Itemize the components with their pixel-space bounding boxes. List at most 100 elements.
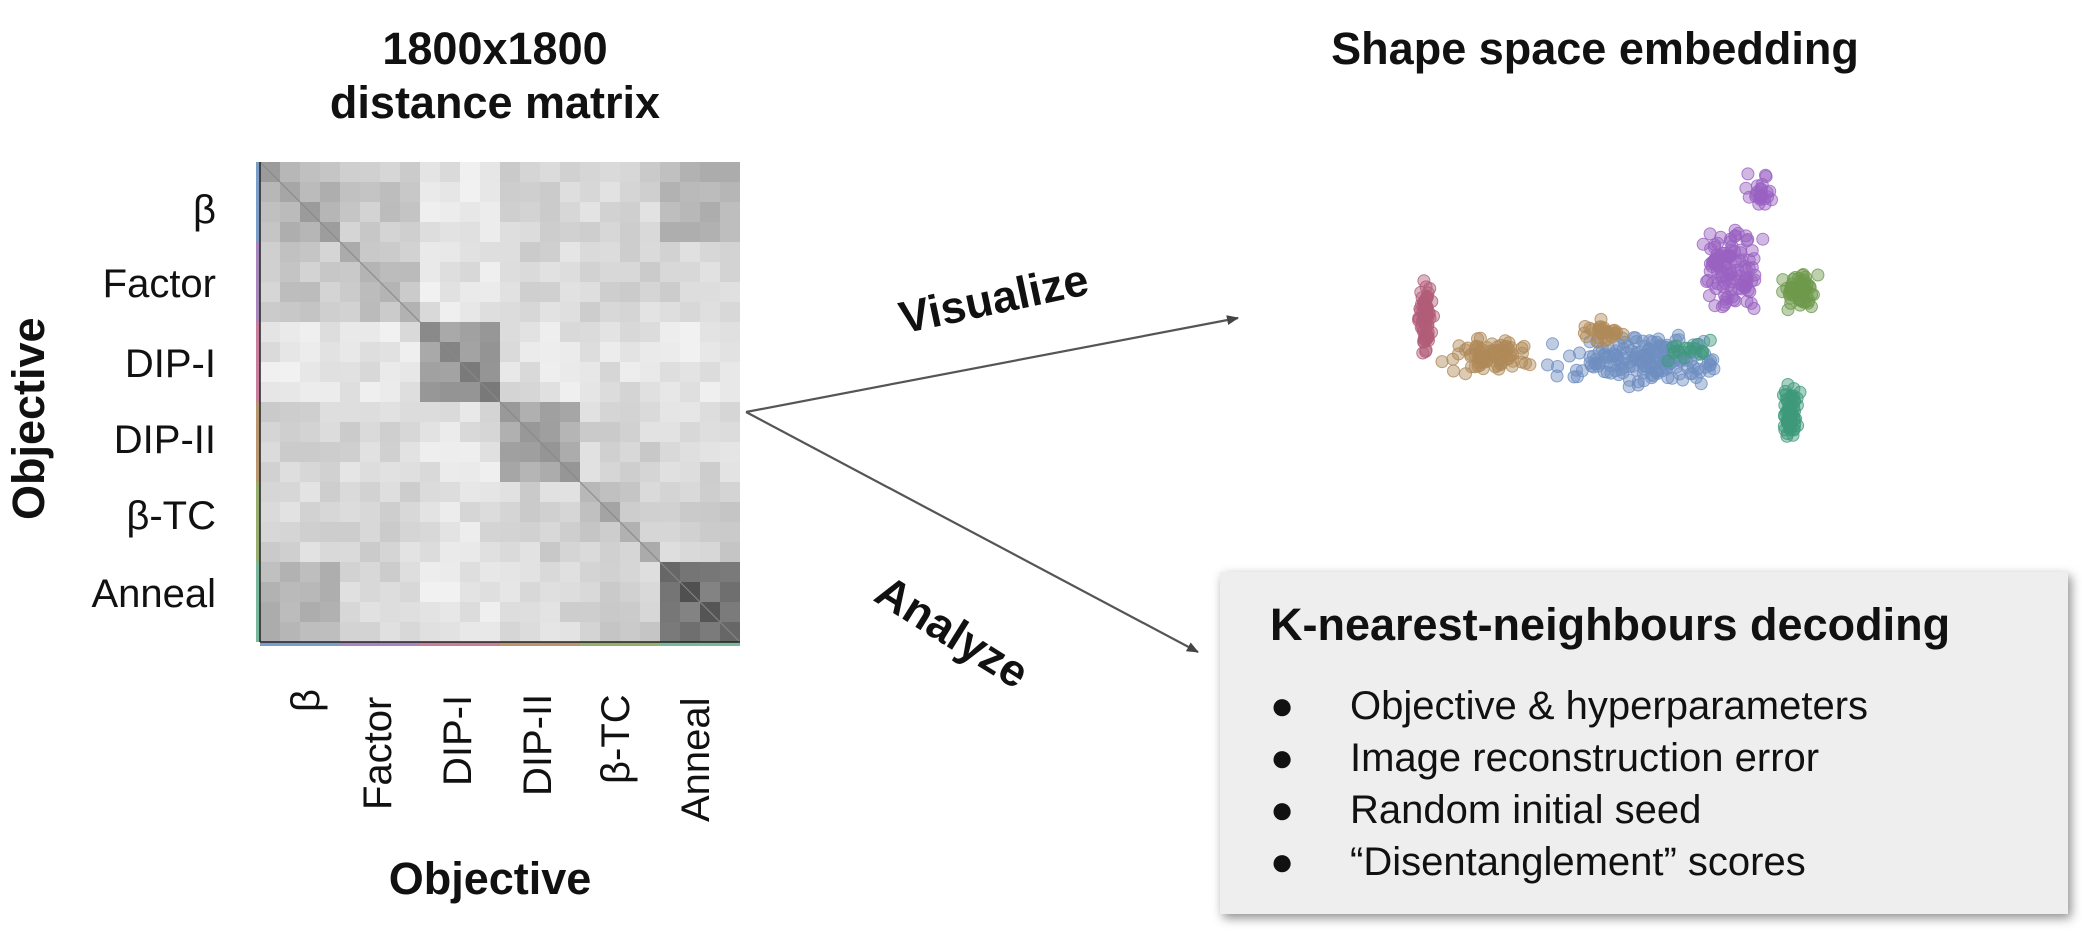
matrix-cell <box>660 202 681 223</box>
matrix-cell <box>320 422 341 443</box>
embedding-point <box>1661 354 1675 368</box>
matrix-cell <box>540 182 561 203</box>
matrix-cell <box>660 342 681 363</box>
embedding-point <box>1703 358 1717 372</box>
matrix-cell <box>600 322 621 343</box>
matrix-cell <box>400 162 421 183</box>
matrix-cell <box>440 282 461 303</box>
matrix-cell <box>340 382 361 403</box>
embedding-point <box>1502 336 1516 350</box>
matrix-cell <box>260 602 281 623</box>
matrix-cell <box>540 602 561 623</box>
matrix-cell <box>300 402 321 423</box>
matrix-cell <box>340 542 361 563</box>
matrix-cell <box>520 282 541 303</box>
matrix-cell <box>340 482 361 503</box>
matrix-cell <box>360 402 381 423</box>
matrix-cell <box>440 562 461 583</box>
matrix-cell <box>340 302 361 323</box>
matrix-cell <box>620 402 641 423</box>
embedding-point <box>1693 365 1707 379</box>
matrix-cell <box>360 482 381 503</box>
embedding-point <box>1783 421 1796 435</box>
matrix-cell <box>440 422 461 443</box>
embedding-point <box>1792 293 1806 307</box>
matrix-cell <box>400 322 421 343</box>
matrix-cell <box>340 622 361 643</box>
matrix-cell <box>680 182 701 203</box>
matrix-cell <box>500 182 521 203</box>
matrix-cell <box>560 182 581 203</box>
matrix-cell <box>280 362 301 383</box>
matrix-cell <box>580 422 601 443</box>
matrix-cell <box>260 562 281 583</box>
matrix-cell <box>580 402 601 423</box>
col-color-strip <box>260 642 340 646</box>
matrix-cell <box>440 242 461 263</box>
matrix-cell <box>280 262 301 283</box>
matrix-cell <box>600 582 621 603</box>
matrix-cell <box>500 502 521 523</box>
matrix-cell <box>440 402 461 423</box>
matrix-cell <box>380 442 401 463</box>
matrix-cell <box>540 462 561 483</box>
matrix-cell <box>480 322 501 343</box>
matrix-cell <box>440 542 461 563</box>
embedding-point <box>1550 369 1564 383</box>
row-label-dip1: DIP-I <box>124 342 216 386</box>
matrix-title: 1800x1800 distance matrix <box>270 22 720 130</box>
embedding-point <box>1617 361 1630 375</box>
embedding-point <box>1776 273 1790 287</box>
matrix-cell <box>660 182 681 203</box>
embedding-point <box>1704 354 1717 368</box>
matrix-cell <box>620 362 641 383</box>
matrix-cell <box>720 302 740 323</box>
matrix-cell <box>520 562 541 583</box>
matrix-cell <box>260 622 281 643</box>
matrix-cell <box>480 242 501 263</box>
matrix-cell <box>380 582 401 603</box>
matrix-cell <box>580 582 601 603</box>
matrix-cell <box>300 602 321 623</box>
embedding-point <box>1446 352 1460 366</box>
matrix-cell <box>720 222 740 243</box>
matrix-cell <box>380 162 401 183</box>
matrix-cell <box>300 582 321 603</box>
col-color-strip <box>340 642 420 646</box>
matrix-cell <box>360 302 381 323</box>
matrix-cell <box>620 562 641 583</box>
matrix-cell <box>280 562 301 583</box>
matrix-cell <box>540 302 561 323</box>
matrix-cell <box>280 242 301 263</box>
matrix-cell <box>280 622 301 643</box>
matrix-cells <box>260 162 740 643</box>
matrix-cell <box>340 262 361 283</box>
embedding-point <box>1744 296 1758 310</box>
matrix-cell <box>640 442 661 463</box>
matrix-cell <box>660 382 681 403</box>
matrix-cell <box>480 422 501 443</box>
row-label-btc: β-TC <box>126 494 216 538</box>
knn-item: ● “Disentanglement” scores <box>1270 838 1806 886</box>
embedding-point <box>1787 389 1801 403</box>
matrix-cell <box>280 162 301 183</box>
matrix-cell <box>320 382 341 403</box>
matrix-cell <box>400 602 421 623</box>
matrix-cell <box>400 422 421 443</box>
matrix-cell <box>260 542 281 563</box>
matrix-cell <box>420 242 441 263</box>
matrix-cell <box>260 262 281 283</box>
matrix-cell <box>380 462 401 483</box>
matrix-cell <box>720 342 740 363</box>
embedding-point <box>1723 235 1737 249</box>
matrix-cell <box>480 182 501 203</box>
matrix-cell <box>600 222 621 243</box>
matrix-cell <box>460 342 481 363</box>
matrix-cell <box>340 582 361 603</box>
matrix-cell <box>700 622 721 643</box>
x-axis-title: Objective <box>388 853 592 904</box>
matrix-cell <box>320 582 341 603</box>
matrix-cell <box>680 622 701 643</box>
matrix-cell <box>660 322 681 343</box>
matrix-cell <box>500 582 521 603</box>
